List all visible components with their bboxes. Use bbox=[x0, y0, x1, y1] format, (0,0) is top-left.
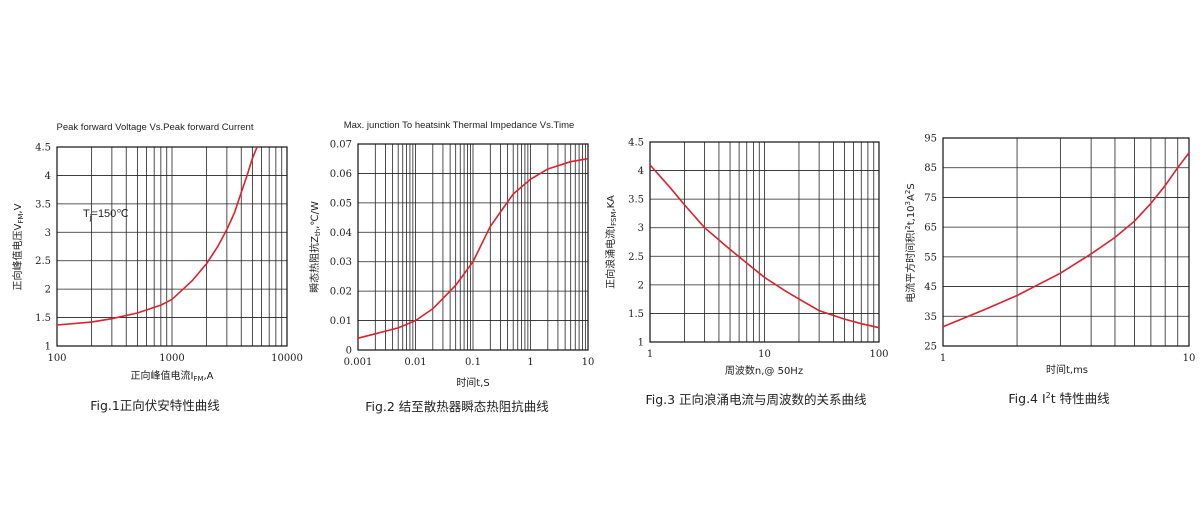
chart3-y-tick-label: 4.5 bbox=[628, 138, 644, 149]
chart3-y-tick-label: 3 bbox=[638, 223, 644, 234]
chart4-y-tick-label: 95 bbox=[924, 134, 937, 145]
chart3-x-tick-label: 1 bbox=[647, 349, 653, 360]
chart1-plot-frame bbox=[56, 146, 288, 347]
chart2-ticks: 0.001 0.01 0.1 1 10 0 0.01 0.02 0.03 0.04 0.05 0.06… bbox=[330, 140, 595, 369]
chart3-x-tick-label: 10 bbox=[758, 349, 771, 360]
chart2-x-tick-label: 1 bbox=[527, 357, 533, 368]
chart4-x-tick-label: 10 bbox=[1183, 353, 1196, 364]
chart1-caption: Fig.1正向伏安特性曲线 bbox=[90, 398, 220, 413]
chart1-x-axis-label: 正向峰值电流IFM,A bbox=[130, 369, 213, 383]
chart2-x-tick-label: 0.01 bbox=[404, 357, 426, 368]
chart1-y-tick-label: 2.5 bbox=[35, 256, 51, 267]
chart1-title: Peak forward Voltage Vs.Peak forward Cur… bbox=[57, 122, 254, 133]
chart4-caption: Fig.4 I2t 特性曲线 bbox=[1008, 391, 1110, 406]
chart3-y-tick-label: 1.5 bbox=[628, 309, 644, 320]
chart3-y-tick-label: 1 bbox=[638, 338, 644, 349]
chart4-x-axis-label: 时间t,ms bbox=[1046, 363, 1088, 376]
chart1-ticks: 100 1000 10000 1 1.5 2 2.5 3 3.5 4 4.5 bbox=[35, 143, 303, 365]
chart1-y-tick-label: 3 bbox=[45, 228, 51, 239]
chart2-y-tick-label: 0.01 bbox=[330, 316, 352, 327]
chart2-plot-frame bbox=[357, 143, 589, 351]
chart2-y-tick-label: 0.03 bbox=[330, 257, 352, 268]
chart2-y-tick-label: 0.02 bbox=[330, 287, 352, 298]
chart2-y-axis-label: 瞬态热阻抗Zth,℃/W bbox=[308, 201, 322, 293]
chart2-curve bbox=[357, 157, 589, 339]
chart-forward-voltage: Peak forward Voltage Vs.Peak forward Cur… bbox=[11, 122, 303, 413]
chart2-x-tick-label: 0.1 bbox=[465, 357, 481, 368]
chart3-ticks: 1 10 100 1 1.5 2 2.5 3 3.5 4 4.5 bbox=[628, 138, 888, 361]
chart1-x-tick-label: 10000 bbox=[271, 353, 303, 364]
chart2-grid bbox=[358, 144, 588, 350]
chart2-y-tick-label: 0 bbox=[346, 346, 352, 357]
chart4-grid bbox=[943, 138, 1189, 346]
chart4-y-tick-label: 85 bbox=[924, 163, 937, 174]
chart2-caption: Fig.2 结至散热器瞬态热阻抗曲线 bbox=[365, 399, 549, 414]
chart4-y-tick-label: 55 bbox=[924, 252, 937, 263]
chart1-y-tick-label: 4 bbox=[45, 171, 51, 182]
chart3-curve bbox=[649, 164, 880, 329]
chart3-x-axis-label: 周波数n,@ 50Hz bbox=[725, 364, 803, 377]
chart2-x-tick-label: 0.001 bbox=[344, 357, 373, 368]
chart4-y-tick-label: 35 bbox=[924, 312, 937, 323]
chart1-curve bbox=[56, 146, 258, 326]
chart3-y-tick-label: 2 bbox=[638, 280, 644, 291]
chart1-y-tick-label: 1 bbox=[45, 342, 51, 353]
chart4-y-tick-label: 25 bbox=[924, 342, 937, 353]
chart1-y-tick-label: 1.5 bbox=[35, 313, 51, 324]
chart4-curve bbox=[942, 152, 1190, 328]
chart3-grid bbox=[650, 142, 879, 342]
chart4-ticks: 1 10 25 35 45 55 65 75 85 95 bbox=[924, 134, 1195, 365]
chart1-annotation: Tj=150℃ bbox=[83, 208, 129, 222]
chart1-y-axis-label: 正向峰值电压VFM,V bbox=[11, 203, 25, 290]
chart2-x-axis-label: 时间t,S bbox=[456, 376, 489, 389]
chart2-y-tick-label: 0.04 bbox=[330, 228, 352, 239]
chart2-y-tick-label: 0.06 bbox=[330, 169, 352, 180]
chart2-title: Max. junction To heatsink Thermal Impeda… bbox=[344, 120, 575, 131]
chart1-y-tick-label: 3.5 bbox=[35, 199, 51, 210]
chart-thermal-impedance: Max. junction To heatsink Thermal Impeda… bbox=[308, 120, 594, 414]
chart3-y-axis-label: 正向浪涌电流IFSM,KA bbox=[604, 195, 618, 289]
chart3-y-tick-label: 3.5 bbox=[628, 195, 644, 206]
chart1-grid bbox=[57, 147, 287, 346]
chart4-plot-frame bbox=[942, 137, 1190, 347]
chart2-y-tick-label: 0.05 bbox=[330, 198, 352, 209]
chart3-plot-frame bbox=[649, 141, 880, 343]
chart2-x-tick-label: 10 bbox=[582, 357, 595, 368]
chart-i2t: 1 10 25 35 45 55 65 75 85 95 时间t,ms 电流平方时间积I2t,10… bbox=[904, 134, 1195, 407]
chart3-y-tick-label: 4 bbox=[638, 166, 644, 177]
chart4-y-tick-label: 65 bbox=[924, 223, 937, 234]
chart4-x-tick-label: 1 bbox=[940, 353, 946, 364]
chart1-x-tick-label: 100 bbox=[47, 353, 66, 364]
chart4-y-axis-label: 电流平方时间积I2t,103A2S bbox=[904, 183, 917, 302]
chart3-caption: Fig.3 正向浪涌电流与周波数的关系曲线 bbox=[645, 392, 867, 407]
chart4-y-tick-label: 75 bbox=[924, 193, 937, 204]
chart1-y-tick-label: 4.5 bbox=[35, 143, 51, 154]
chart3-y-tick-label: 2.5 bbox=[628, 252, 644, 263]
chart2-y-tick-label: 0.07 bbox=[330, 140, 352, 151]
chart1-x-tick-label: 1000 bbox=[159, 353, 184, 364]
chart4-y-tick-label: 45 bbox=[924, 282, 937, 293]
chart3-x-tick-label: 100 bbox=[869, 349, 888, 360]
chart1-y-tick-label: 2 bbox=[45, 285, 51, 296]
chart-surge-current: 1 10 100 1 1.5 2 2.5 3 3.5 4 4.5 周波数n,@ 50Hz 正向浪涌电… bbox=[604, 138, 889, 408]
